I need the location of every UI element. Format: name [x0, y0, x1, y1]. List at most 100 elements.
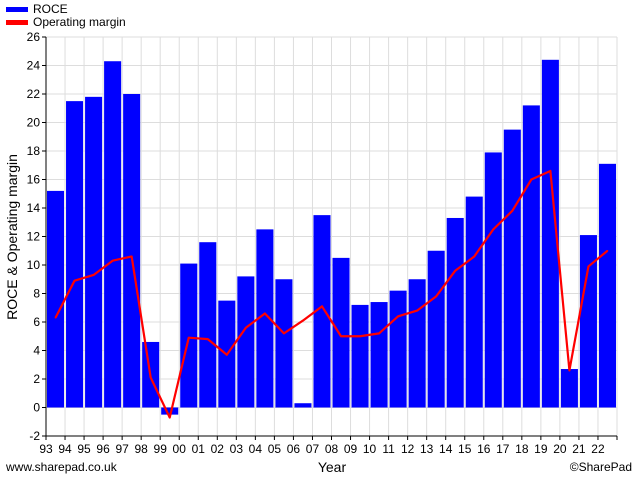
- x-tick-label: 95: [77, 442, 91, 456]
- x-tick-label: 15: [458, 442, 472, 456]
- roce-bar: [484, 152, 502, 408]
- x-tick-label: 20: [553, 442, 567, 456]
- roce-bar: [332, 257, 350, 408]
- roce-bar: [256, 229, 274, 408]
- y-tick-label: 12: [27, 230, 41, 244]
- roce-bar: [427, 250, 445, 408]
- operating-margin-point: [454, 269, 457, 272]
- y-tick-label: 10: [27, 258, 41, 272]
- operating-margin-point: [473, 255, 476, 258]
- operating-margin-point: [264, 312, 266, 315]
- x-tick-label: 97: [115, 442, 129, 456]
- operating-margin-point: [206, 338, 209, 340]
- roce-bar: [579, 235, 597, 408]
- x-tick-label: 10: [363, 442, 377, 456]
- roce-bars: [47, 59, 616, 415]
- operating-margin-point: [435, 295, 437, 298]
- legend: ROCE Operating margin: [6, 3, 126, 29]
- y-tick-label: 22: [27, 87, 41, 101]
- operating-margin-point: [397, 315, 399, 318]
- roce-bar: [598, 163, 616, 408]
- legend-label-operating-margin: Operating margin: [33, 15, 126, 29]
- roce-bar: [389, 290, 407, 408]
- y-tick-label: 6: [33, 315, 40, 329]
- operating-margin-point: [340, 335, 342, 338]
- x-tick-label: 18: [515, 442, 529, 456]
- y-tick-label: 18: [27, 144, 41, 158]
- x-tick-label: 14: [439, 442, 453, 456]
- y-tick-label: 0: [33, 401, 40, 415]
- operating-margin-point: [606, 249, 609, 252]
- x-tick-label: 04: [249, 442, 263, 456]
- x-tick-label: 12: [401, 442, 415, 456]
- x-tick-label: 13: [420, 442, 434, 456]
- roce-bar: [85, 96, 103, 408]
- operating-margin-point: [73, 279, 76, 282]
- operating-margin-series-line: [54, 169, 609, 419]
- operating-margin-point: [321, 305, 323, 308]
- copyright: ©SharePad: [569, 460, 632, 474]
- roce-bar: [104, 61, 122, 408]
- grid: [45, 36, 618, 437]
- operating-margin-point: [168, 416, 171, 419]
- roce-bar: [503, 129, 521, 408]
- x-tick-label: 22: [591, 442, 605, 456]
- y-tick-label: 26: [27, 30, 41, 44]
- roce-bar: [408, 279, 426, 408]
- operating-margin-point: [530, 178, 533, 181]
- operating-margin-line: [54, 169, 609, 419]
- x-tick-label: 98: [134, 442, 148, 456]
- source-url: www.sharepad.co.uk: [6, 460, 117, 474]
- operating-margin-point: [149, 376, 152, 379]
- operating-margin-point: [302, 319, 304, 322]
- operating-margin-point: [245, 326, 247, 329]
- roce-bar: [370, 302, 388, 408]
- operating-margin-point: [130, 255, 133, 258]
- y-tick-label: 24: [27, 59, 41, 73]
- x-tick-label: 11: [382, 442, 395, 456]
- y-tick-label: 20: [27, 116, 41, 130]
- x-tick-label: 16: [477, 442, 491, 456]
- y-tick-label: 16: [27, 173, 41, 187]
- y-tick-label: 2: [33, 372, 40, 386]
- x-tick-label: 96: [96, 442, 110, 456]
- operating-margin-point: [549, 170, 552, 172]
- x-tick-label: 19: [534, 442, 548, 456]
- operating-margin-point: [226, 353, 228, 356]
- roce-bar: [294, 403, 312, 408]
- roce-bar: [522, 105, 540, 408]
- x-tick-label: 94: [58, 442, 72, 456]
- roce-bar: [560, 369, 578, 408]
- operating-margin-point: [416, 309, 418, 312]
- roce-bar: [180, 263, 198, 408]
- operating-margin-point: [111, 259, 114, 262]
- x-tick-label: 99: [154, 442, 168, 456]
- y-tick-label: 14: [27, 201, 41, 215]
- x-tick-label: 21: [572, 442, 586, 456]
- operating-margin-point: [492, 228, 495, 231]
- x-tick-label: 17: [496, 442, 510, 456]
- roce-bar: [541, 59, 559, 408]
- y-tick-label: 4: [33, 344, 40, 358]
- operating-margin-point: [54, 316, 57, 319]
- y-tick-label: -2: [29, 429, 40, 443]
- y-tick-label: 8: [33, 287, 40, 301]
- roce-bar: [123, 94, 141, 408]
- operating-margin-point: [92, 274, 95, 276]
- roce-bar: [446, 217, 464, 408]
- operating-margin-point: [359, 335, 361, 338]
- x-tick-label: 08: [325, 442, 339, 456]
- roce-bar: [66, 101, 84, 408]
- x-axis-label: Year: [318, 459, 347, 475]
- roce-bar: [199, 242, 217, 408]
- legend-label-roce: ROCE: [33, 2, 68, 16]
- roce-bar: [465, 196, 483, 408]
- x-tick-label: 00: [173, 442, 187, 456]
- legend-swatch-roce: [6, 7, 28, 12]
- roce-bar: [351, 304, 369, 408]
- operating-margin-point: [568, 369, 571, 372]
- roce-bar: [313, 215, 331, 408]
